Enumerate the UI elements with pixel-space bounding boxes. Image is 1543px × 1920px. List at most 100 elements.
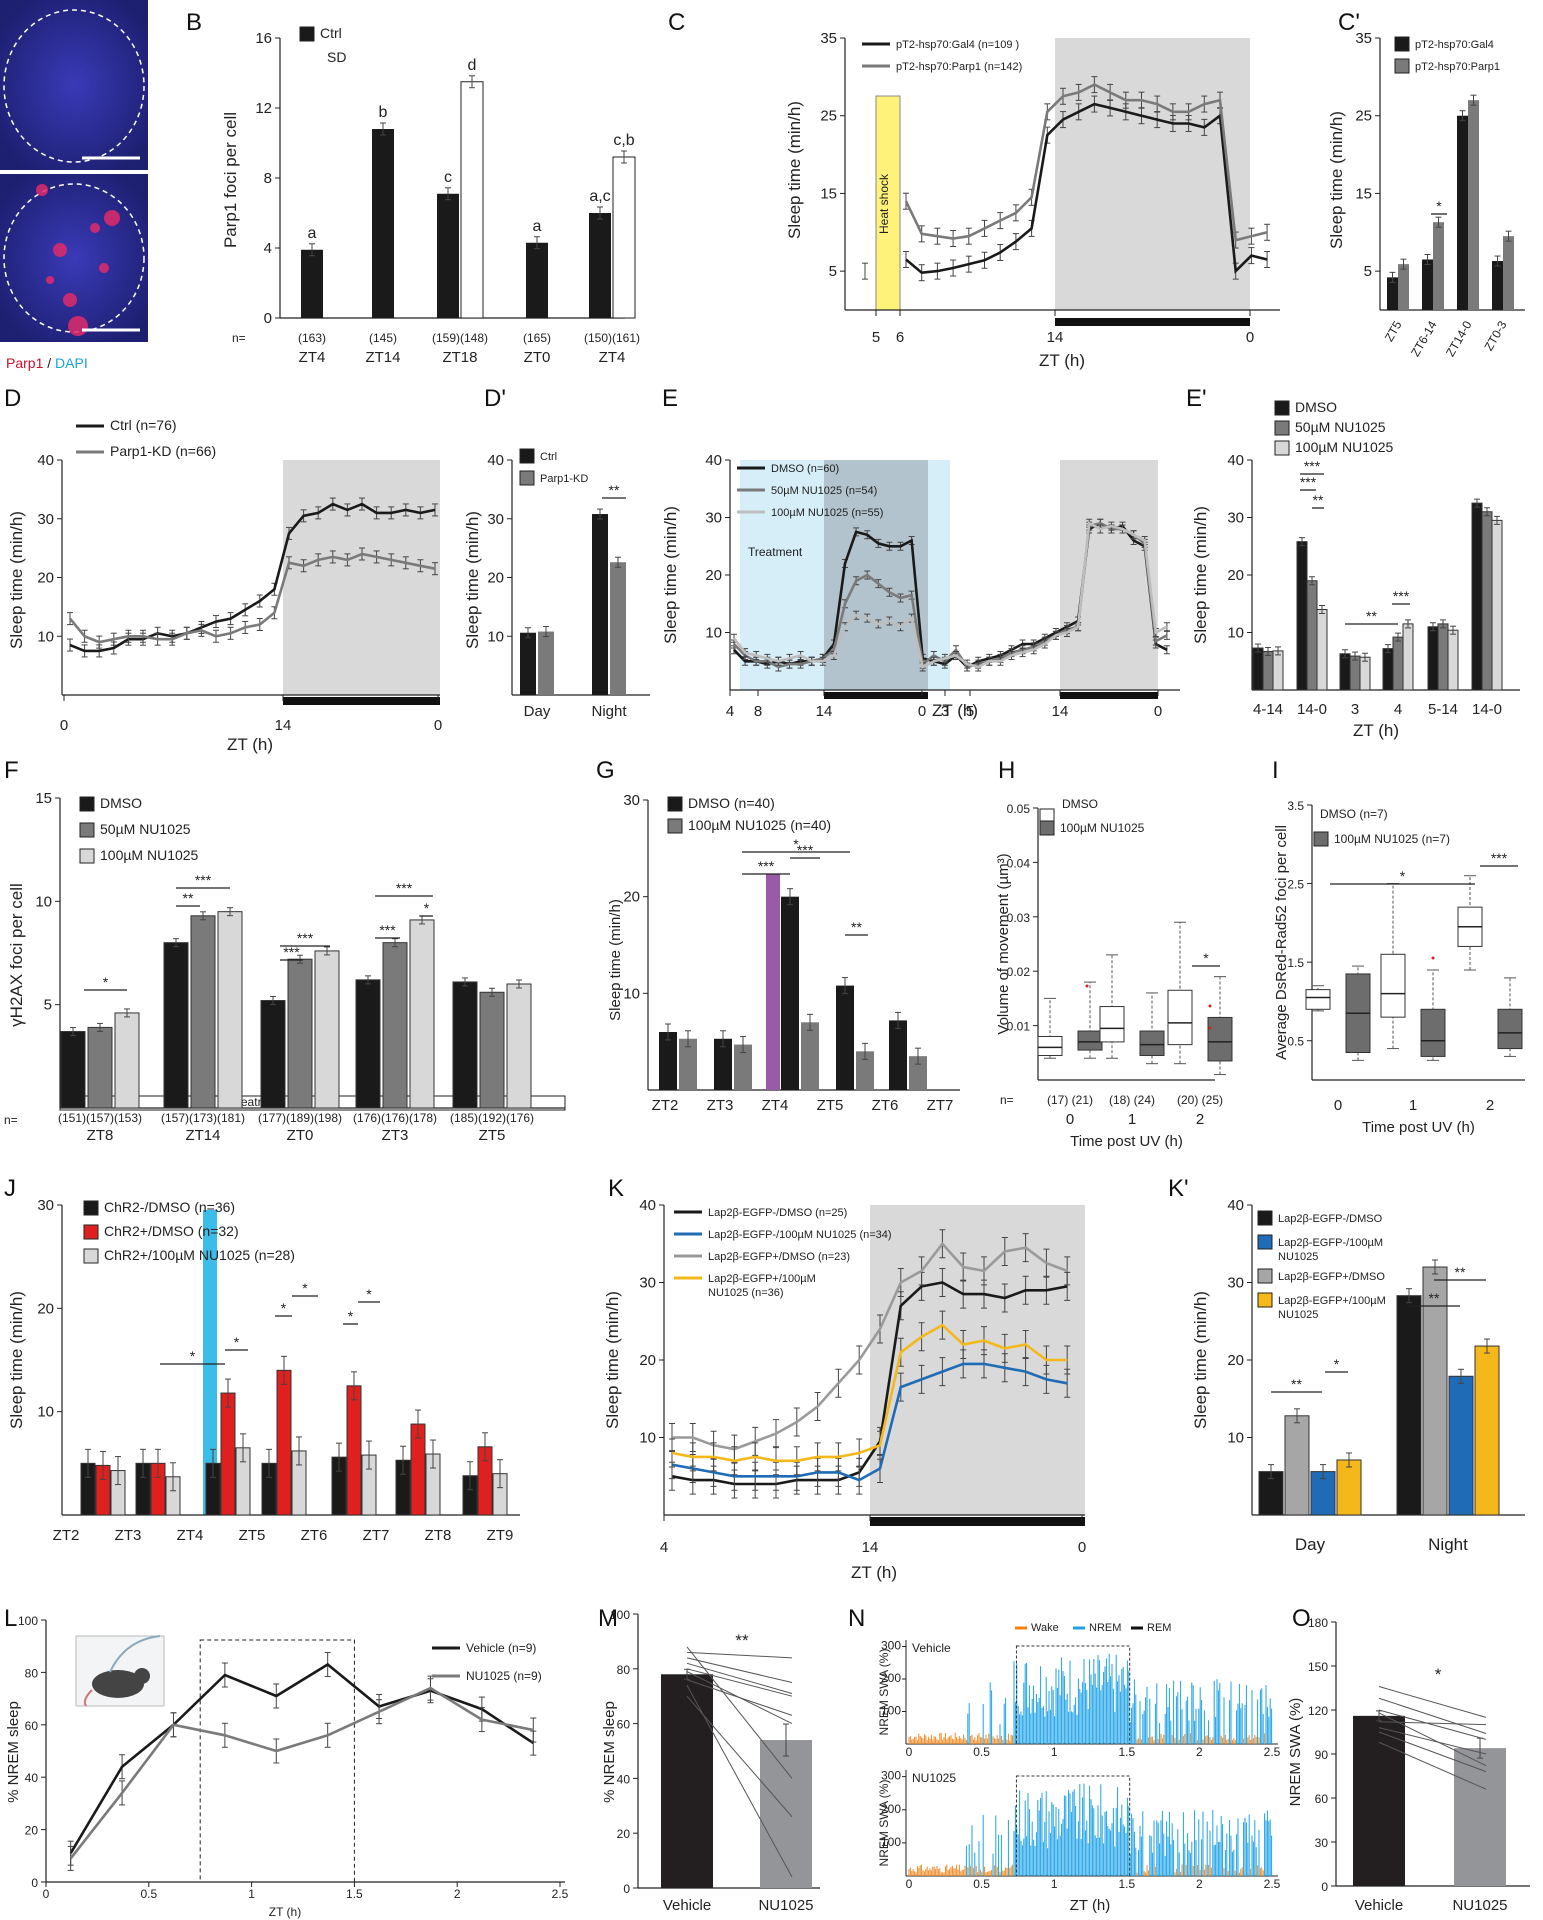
paired-line [1378,1686,1487,1718]
series-line [69,1662,535,1854]
y-tick-label: 2.5 [1287,878,1304,892]
bar [1359,656,1371,691]
y-tick-label: 40 [37,452,54,469]
separator: / [43,355,55,371]
x-tick-label: ZT8 [87,1127,114,1144]
legend-label: NREM [1089,1622,1121,1634]
y-axis-label: NREM SWA (%) [877,1649,891,1736]
group-letter: d [468,57,477,74]
y-tick-label: 30 [705,510,722,527]
legend-label: pT2-hsp70:Parp1 [1415,61,1500,73]
bar [679,1038,697,1090]
panel-label: O [1292,1605,1311,1632]
bar [190,915,216,1109]
series-line [905,102,1268,275]
series-line [672,1241,1068,1451]
dark-period-bar [1060,692,1158,699]
bar [1306,580,1318,691]
group-letter: c,b [613,132,634,149]
x-tick-label: ZT4 [599,349,626,366]
series-line [904,83,1268,242]
panel-label: D' [484,385,506,412]
bar [346,1385,362,1516]
y-tick-label: 20 [37,1300,54,1317]
n-count: (157)(173)(181) [161,1111,245,1125]
bar-ctrl [301,249,323,318]
significance-label: *** [758,858,775,874]
y-tick-label: 35 [820,30,837,47]
x-axis-label: ZT (h) [851,1563,897,1582]
panel-label: J [4,1175,16,1202]
x-tick-label: ZT14 [185,1127,220,1144]
x-tick-label: ZT9 [487,1527,514,1544]
legend-label: DMSO (n=60) [771,463,839,475]
bar [1296,541,1308,691]
n-count: (159)(148) [432,331,488,345]
x-tick-label: 0 [906,1877,913,1891]
bar [1252,647,1264,691]
significance-label: *** [797,842,814,858]
x-tick-label: 5-14 [1428,701,1458,718]
x-tick-label: ZT5 [1382,318,1405,344]
box [1380,953,1406,1018]
box [1139,1030,1165,1057]
dapi-label: DAPI [55,355,88,371]
y-tick-label: 4 [264,240,272,257]
panel-label: E [662,385,678,412]
mouse-tail [83,1689,93,1707]
series-line [732,521,1168,669]
y-tick-label: 15 [820,185,837,202]
legend-swatch [83,1200,99,1216]
x-tick-label: 14-0 [1472,701,1502,718]
microscopy-image-top [0,0,148,170]
legend-swatch [299,26,315,42]
panel-label: M [598,1605,618,1632]
y-tick-label: 1.5 [1287,956,1304,970]
series-line [671,1362,1068,1482]
y-tick-label: 0 [623,1882,630,1896]
legend-label-continued: NU1025 (n=36) [708,1287,784,1299]
wake-trace [908,1864,1264,1876]
n-count: (17) (21) [1047,1093,1093,1107]
y-tick-label: 10 [35,893,52,910]
legend-swatch [1313,831,1329,847]
bar [538,631,554,695]
x-tick-label: ZT14-0 [1443,318,1475,359]
x-axis-label: ZT (h) [1039,351,1085,370]
y-axis-label: Parp1 foci per cell [221,112,240,248]
legend-label: DMSO [1295,399,1337,415]
box [1099,1006,1125,1043]
y-tick-label: 15 [35,790,52,807]
bar-nu1025 [760,1740,812,1888]
y-tick-label: 0.03 [1007,911,1031,925]
x-tick-label: 4 [660,1539,668,1556]
legend-label: Lap2β-EGFP-/100µM [1278,1237,1383,1249]
bar [1387,277,1398,310]
significance-label: * [424,900,430,916]
y-tick-label: 100 [610,1608,630,1622]
paired-line [1378,1727,1487,1755]
legend-label: ChR2-/DMSO (n=36) [104,1199,235,1215]
legend-label: DMSO [100,795,142,811]
paired-line [686,1684,793,1878]
y-axis-label: NREM SWA (%) [877,1780,891,1867]
outlier [1431,956,1435,960]
x-tick-label: 14 [816,703,833,720]
legend-swatch [667,818,683,834]
parp1-focus [99,263,109,273]
panel-label: C [668,9,685,36]
bar [781,896,799,1090]
bar [610,562,626,695]
x-tick-label: 0.5 [973,1745,990,1759]
bar [1336,1459,1362,1516]
y-tick-label: 40 [487,452,504,469]
panel-label: N [848,1605,865,1632]
bar [1447,629,1459,691]
x-tick-label: ZT18 [442,349,477,366]
y-tick-label: 90 [1315,1748,1329,1762]
bar [801,1022,819,1090]
dark-period-bar [283,697,440,705]
y-tick-label: 3.5 [1287,799,1304,813]
y-tick-label: 30 [639,1275,656,1292]
